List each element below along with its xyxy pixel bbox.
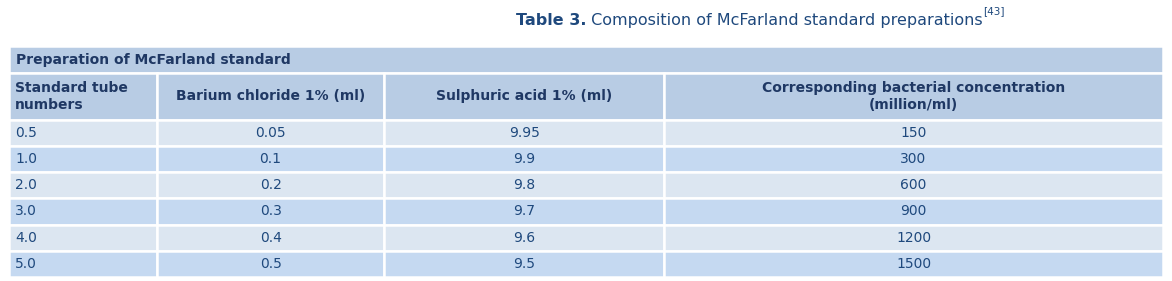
Bar: [157, 73, 384, 120]
Text: 2.0: 2.0: [15, 178, 38, 192]
Bar: [384, 198, 665, 225]
Bar: [384, 120, 665, 146]
Bar: [384, 146, 665, 172]
Bar: [665, 73, 1163, 120]
Bar: [665, 120, 1163, 146]
Bar: [665, 251, 1163, 277]
Text: 0.1: 0.1: [259, 152, 281, 166]
Bar: [665, 172, 1163, 198]
Bar: [384, 172, 665, 198]
Bar: [665, 198, 1163, 225]
Text: Composition of McFarland standard preparations: Composition of McFarland standard prepar…: [586, 13, 982, 28]
Bar: [9, 46, 1163, 73]
Text: Sulphuric acid 1% (ml): Sulphuric acid 1% (ml): [436, 89, 613, 103]
Bar: [157, 146, 384, 172]
Text: 0.5: 0.5: [15, 126, 38, 140]
Bar: [9, 225, 157, 251]
Text: [43]: [43]: [982, 6, 1004, 16]
Bar: [9, 120, 157, 146]
Text: 9.7: 9.7: [513, 205, 536, 219]
Text: Table 3.: Table 3.: [516, 13, 586, 28]
Text: 0.4: 0.4: [260, 231, 281, 245]
Text: 5.0: 5.0: [15, 257, 38, 271]
Text: Standard tube
numbers: Standard tube numbers: [15, 81, 128, 112]
Text: 600: 600: [900, 178, 927, 192]
Text: 1.0: 1.0: [15, 152, 38, 166]
Text: 9.95: 9.95: [509, 126, 540, 140]
Bar: [665, 225, 1163, 251]
Text: 0.2: 0.2: [260, 178, 281, 192]
Text: Corresponding bacterial concentration
(million/ml): Corresponding bacterial concentration (m…: [762, 81, 1065, 112]
Text: 300: 300: [900, 152, 927, 166]
Bar: [157, 251, 384, 277]
Bar: [157, 172, 384, 198]
Text: 1500: 1500: [895, 257, 931, 271]
Bar: [384, 251, 665, 277]
Bar: [157, 198, 384, 225]
Text: Preparation of McFarland standard: Preparation of McFarland standard: [16, 53, 291, 67]
Bar: [384, 225, 665, 251]
Bar: [9, 198, 157, 225]
Bar: [665, 146, 1163, 172]
Text: 4.0: 4.0: [15, 231, 38, 245]
Text: 1200: 1200: [895, 231, 931, 245]
Text: 9.9: 9.9: [513, 152, 536, 166]
Text: 0.3: 0.3: [260, 205, 281, 219]
Text: 9.8: 9.8: [513, 178, 536, 192]
Text: 9.6: 9.6: [513, 231, 536, 245]
Text: Barium chloride 1% (ml): Barium chloride 1% (ml): [176, 89, 366, 103]
Text: 0.05: 0.05: [255, 126, 286, 140]
Bar: [9, 73, 157, 120]
Text: 9.5: 9.5: [513, 257, 536, 271]
Text: 3.0: 3.0: [15, 205, 38, 219]
Text: 0.5: 0.5: [260, 257, 281, 271]
Bar: [384, 73, 665, 120]
Bar: [157, 120, 384, 146]
Bar: [9, 251, 157, 277]
Bar: [9, 172, 157, 198]
Bar: [9, 146, 157, 172]
Text: 900: 900: [900, 205, 927, 219]
Text: 150: 150: [900, 126, 927, 140]
Bar: [157, 225, 384, 251]
